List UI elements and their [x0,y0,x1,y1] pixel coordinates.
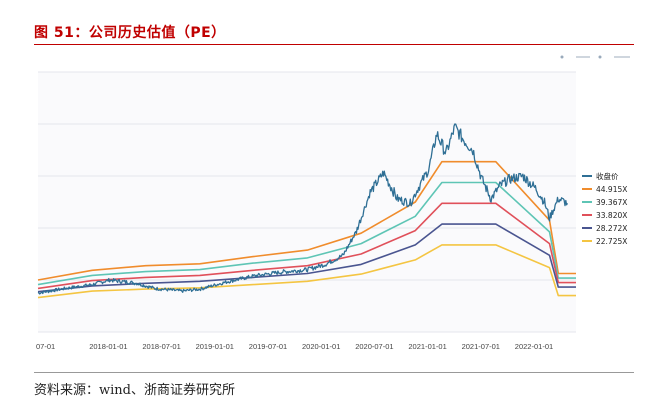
x-tick-label: 2018-07-01 [142,342,180,351]
source-note: 资料来源：wind、浙商证券研究所 [34,383,235,398]
legend-label: 22.725X [596,237,627,246]
x-tick-label: 2022-01-01 [515,342,553,351]
figure-title: 图 51：公司历史估值（PE） [34,25,226,41]
series-line [37,123,569,295]
x-tick-label: 07-01 [36,342,55,351]
source-rule [34,372,634,373]
toolbar-icons [560,55,630,59]
legend-label: 收盘价 [596,171,619,181]
series-line [37,223,576,293]
plot-area [38,72,576,332]
x-tick-label: 2018-01-01 [89,342,127,351]
series-line [37,181,576,286]
x-tick-label: 2020-07-01 [355,342,393,351]
x-tick-label: 2021-01-01 [408,342,446,351]
legend-label: 33.820X [596,211,627,220]
series-line [37,244,576,299]
legend-label: 44.915X [596,185,627,194]
x-tick-label: 2021-07-01 [462,342,500,351]
title-rule [34,44,634,45]
x-tick-label: 2019-07-01 [249,342,287,351]
series-line [37,202,576,290]
legend-label: 28.272X [596,224,627,233]
x-tick-label: 2020-01-01 [302,342,340,351]
x-tick-label: 2019-01-01 [196,342,234,351]
series-line [37,160,576,281]
legend-label: 39.367X [596,198,627,207]
